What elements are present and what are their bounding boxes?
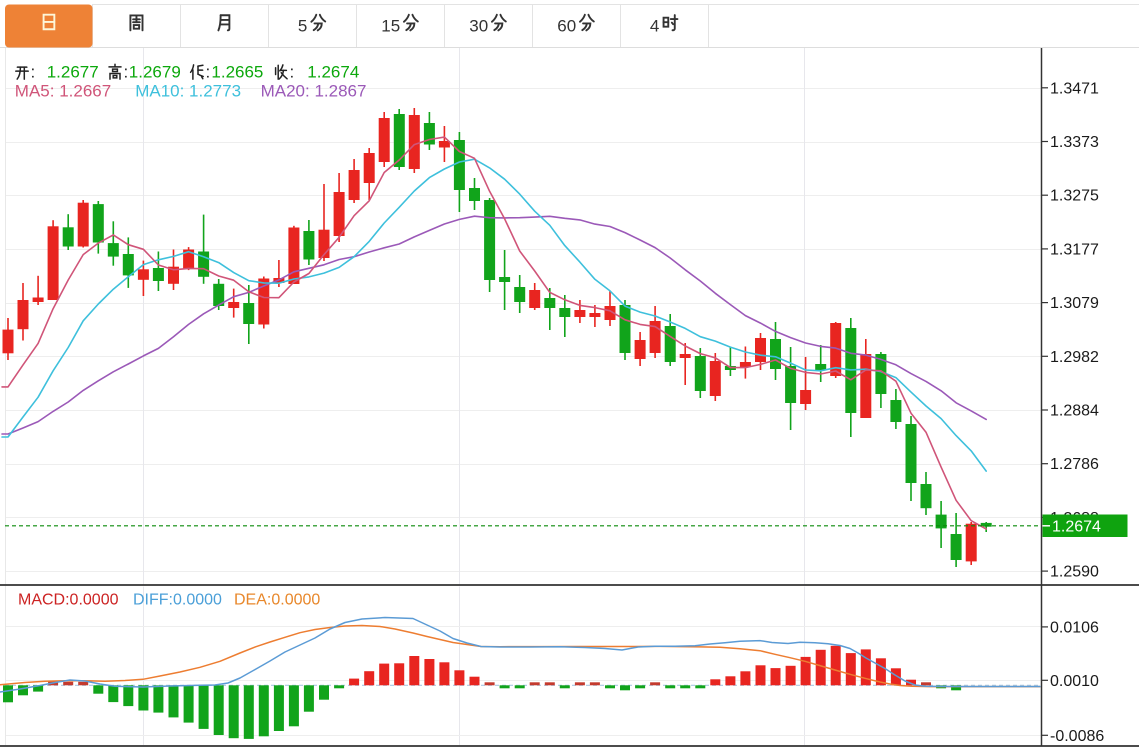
svg-text:1.2679: 1.2679	[129, 63, 181, 82]
svg-text:MA20: 1.2867: MA20: 1.2867	[261, 82, 367, 101]
svg-text:1.3275: 1.3275	[1050, 188, 1099, 205]
svg-text:MACD:0.0000: MACD:0.0000	[18, 592, 119, 609]
svg-text::: :	[124, 63, 129, 82]
svg-text:1.2786: 1.2786	[1050, 456, 1099, 473]
svg-text:1.2982: 1.2982	[1050, 349, 1099, 366]
svg-text:0.0106: 0.0106	[1050, 619, 1099, 636]
svg-text:-0.0086: -0.0086	[1050, 728, 1104, 745]
svg-text:30: 30	[469, 17, 488, 36]
svg-text:4: 4	[650, 17, 659, 36]
svg-text:MA5: 1.2667: MA5: 1.2667	[15, 82, 111, 101]
svg-text:1.3177: 1.3177	[1050, 241, 1099, 258]
svg-text::: :	[290, 63, 295, 82]
svg-text::: :	[31, 63, 36, 82]
svg-text:60: 60	[557, 17, 576, 36]
svg-text::: :	[206, 63, 211, 82]
svg-text:DEA:0.0000: DEA:0.0000	[234, 592, 320, 609]
svg-text:0.0010: 0.0010	[1050, 673, 1099, 690]
svg-text:1.2674: 1.2674	[307, 63, 359, 82]
svg-text:5: 5	[298, 17, 307, 36]
svg-text:DIFF:0.0000: DIFF:0.0000	[133, 592, 222, 609]
svg-text:1.3079: 1.3079	[1050, 295, 1099, 312]
svg-text:1.2884: 1.2884	[1050, 403, 1099, 420]
svg-text:15: 15	[381, 17, 400, 36]
svg-text:MA10: 1.2773: MA10: 1.2773	[135, 82, 241, 101]
svg-text:1.2674: 1.2674	[1052, 519, 1101, 536]
svg-text:1.2677: 1.2677	[47, 63, 99, 82]
svg-text:1.3373: 1.3373	[1050, 134, 1099, 151]
svg-text:1.3471: 1.3471	[1050, 80, 1099, 97]
svg-text:1.2665: 1.2665	[211, 63, 263, 82]
svg-text:1.2590: 1.2590	[1050, 564, 1099, 581]
